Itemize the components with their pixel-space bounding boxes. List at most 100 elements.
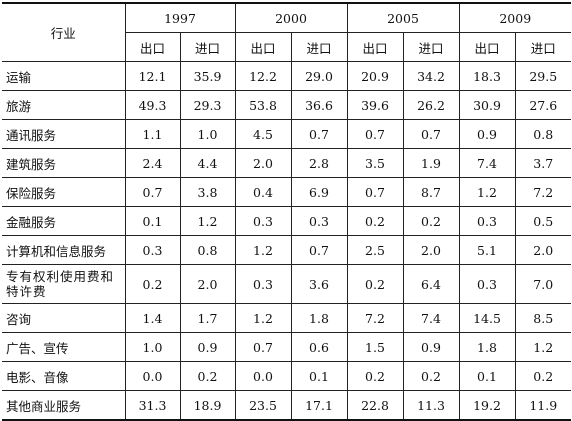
value-cell: 1.0 [124, 332, 181, 362]
export-header: 出口 [346, 32, 404, 62]
table-row: 通讯服务 1.1 1.0 4.5 0.7 0.7 0.7 0.9 0.8 [2, 119, 571, 149]
value-cell: 0.3 [290, 206, 348, 236]
value-cell: 1.2 [179, 206, 236, 236]
value-cell: 0.2 [346, 206, 404, 236]
value-cell: 1.7 [179, 303, 236, 333]
value-cell: 0.9 [402, 332, 460, 362]
value-cell: 5.1 [458, 235, 516, 265]
table-row: 广告、宣传 1.0 0.9 0.7 0.6 1.5 0.9 1.8 1.2 [2, 332, 571, 362]
value-cell: 0.7 [290, 119, 348, 149]
value-cell: 7.2 [346, 303, 404, 333]
value-cell: 1.2 [234, 235, 292, 265]
value-cell: 1.8 [290, 303, 348, 333]
table-row: 保险服务 0.7 3.8 0.4 6.9 0.7 8.7 1.2 7.2 [2, 177, 571, 207]
value-cell: 0.7 [402, 119, 460, 149]
value-cell: 27.6 [514, 90, 571, 120]
value-cell: 1.2 [514, 332, 571, 362]
industry-name: 计算机和信息服务 [2, 235, 126, 265]
import-header: 进口 [402, 32, 460, 62]
value-cell: 0.2 [124, 264, 181, 304]
value-cell: 0.1 [124, 206, 181, 236]
value-cell: 4.4 [179, 148, 236, 178]
value-cell: 34.2 [402, 61, 460, 91]
value-cell: 0.7 [346, 177, 404, 207]
value-cell: 1.5 [346, 332, 404, 362]
value-cell: 14.5 [458, 303, 516, 333]
value-cell: 0.3 [458, 206, 516, 236]
industry-name: 通讯服务 [2, 119, 126, 149]
value-cell: 3.7 [514, 148, 571, 178]
value-cell: 6.4 [402, 264, 460, 304]
industry-name: 旅游 [2, 90, 126, 120]
export-header: 出口 [458, 32, 516, 62]
year-header-1997: 1997 [124, 2, 236, 33]
value-cell: 2.0 [514, 235, 571, 265]
value-cell: 0.7 [346, 119, 404, 149]
value-cell: 0.1 [458, 361, 516, 391]
value-cell: 12.1 [124, 61, 181, 91]
value-cell: 0.2 [179, 361, 236, 391]
table-row: 电影、音像 0.0 0.2 0.0 0.1 0.2 0.2 0.1 0.2 [2, 361, 571, 391]
value-cell: 49.3 [124, 90, 181, 120]
value-cell: 1.4 [124, 303, 181, 333]
value-cell: 0.3 [458, 264, 516, 304]
value-cell: 2.0 [179, 264, 236, 304]
value-cell: 0.8 [179, 235, 236, 265]
import-header: 进口 [290, 32, 348, 62]
value-cell: 11.3 [402, 390, 460, 421]
value-cell: 0.3 [234, 264, 292, 304]
value-cell: 6.9 [290, 177, 348, 207]
table-row: 金融服务 0.1 1.2 0.3 0.3 0.2 0.2 0.3 0.5 [2, 206, 571, 236]
value-cell: 11.9 [514, 390, 571, 421]
import-header: 进口 [514, 32, 571, 62]
industry-name: 专有权利使用费和特许费 [2, 264, 126, 304]
value-cell: 35.9 [179, 61, 236, 91]
value-cell: 1.0 [179, 119, 236, 149]
value-cell: 0.2 [346, 361, 404, 391]
year-header-2005: 2005 [346, 2, 460, 33]
value-cell: 8.5 [514, 303, 571, 333]
industry-name: 金融服务 [2, 206, 126, 236]
value-cell: 2.8 [290, 148, 348, 178]
value-cell: 0.7 [234, 332, 292, 362]
value-cell: 0.2 [514, 361, 571, 391]
value-cell: 53.8 [234, 90, 292, 120]
value-cell: 0.9 [179, 332, 236, 362]
value-cell: 7.2 [514, 177, 571, 207]
value-cell: 22.8 [346, 390, 404, 421]
year-header-2009: 2009 [458, 2, 571, 33]
industry-name: 电影、音像 [2, 361, 126, 391]
value-cell: 30.9 [458, 90, 516, 120]
industry-name: 广告、宣传 [2, 332, 126, 362]
value-cell: 26.2 [402, 90, 460, 120]
industry-name: 运输 [2, 61, 126, 91]
value-cell: 0.3 [124, 235, 181, 265]
value-cell: 2.4 [124, 148, 181, 178]
value-cell: 39.6 [346, 90, 404, 120]
value-cell: 23.5 [234, 390, 292, 421]
value-cell: 4.5 [234, 119, 292, 149]
value-cell: 0.6 [290, 332, 348, 362]
value-cell: 20.9 [346, 61, 404, 91]
value-cell: 0.2 [402, 361, 460, 391]
table-row: 旅游 49.3 29.3 53.8 36.6 39.6 26.2 30.9 27… [2, 90, 571, 120]
industry-name: 建筑服务 [2, 148, 126, 178]
industry-name: 保险服务 [2, 177, 126, 207]
value-cell: 0.0 [234, 361, 292, 391]
import-header: 进口 [179, 32, 236, 62]
value-cell: 29.5 [514, 61, 571, 91]
value-cell: 1.8 [458, 332, 516, 362]
export-header: 出口 [125, 32, 181, 62]
table-row: 咨询 1.4 1.7 1.2 1.8 7.2 7.4 14.5 8.5 [2, 303, 571, 333]
value-cell: 2.5 [346, 235, 404, 265]
value-cell: 0.9 [458, 119, 516, 149]
value-cell: 8.7 [402, 177, 460, 207]
value-cell: 3.8 [179, 177, 236, 207]
value-cell: 0.3 [234, 206, 292, 236]
industry-name: 其他商业服务 [2, 390, 126, 421]
value-cell: 1.2 [234, 303, 292, 333]
value-cell: 31.3 [124, 390, 181, 421]
value-cell: 7.4 [402, 303, 460, 333]
year-header-2000: 2000 [234, 2, 348, 33]
